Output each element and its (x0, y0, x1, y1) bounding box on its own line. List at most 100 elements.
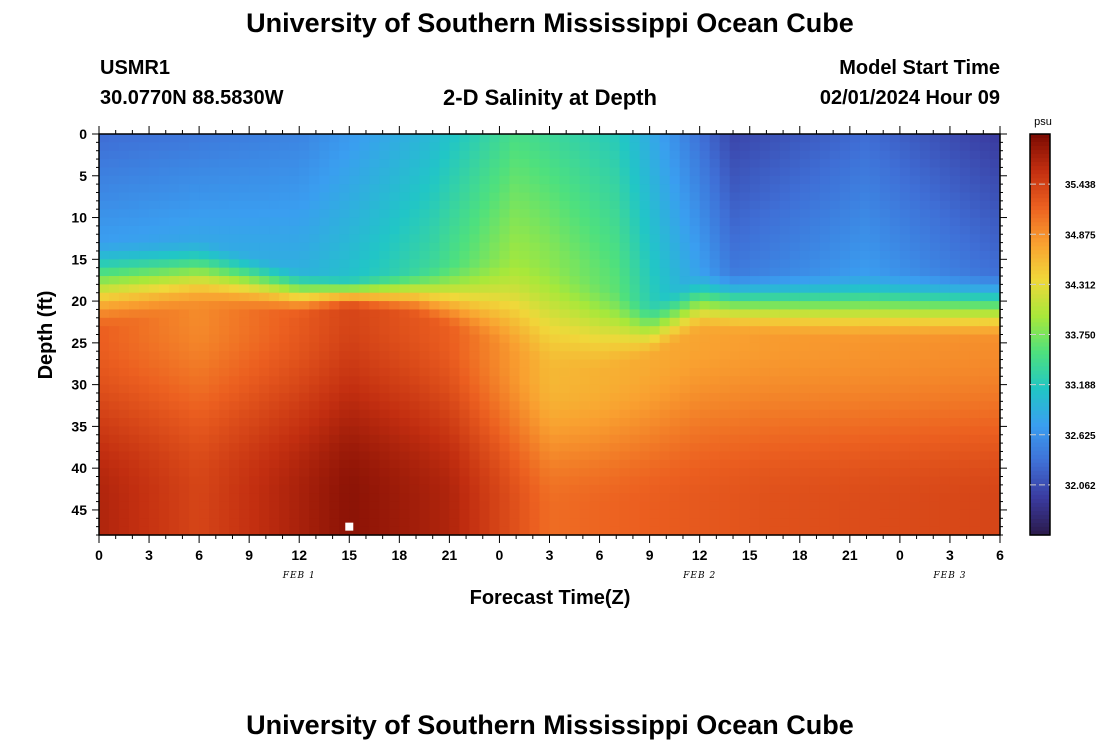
heatmap-cell (339, 250, 350, 260)
heatmap-cell (699, 309, 711, 319)
heatmap-cell (219, 301, 230, 311)
heatmap-cell (309, 501, 320, 511)
heatmap-cell (679, 276, 691, 285)
heatmap-cell (669, 134, 681, 143)
heatmap-cell (529, 309, 541, 319)
heatmap-cell (799, 159, 811, 169)
heatmap-cell (319, 518, 330, 528)
heatmap-cell (939, 401, 951, 411)
heatmap-cell (689, 142, 701, 152)
heatmap-cell (489, 526, 501, 536)
heatmap-cell (979, 167, 991, 177)
heatmap-cell (119, 159, 130, 169)
heatmap-cell (769, 267, 781, 277)
heatmap-cell (279, 476, 290, 486)
heatmap-cell (939, 392, 951, 402)
heatmap-cell (539, 259, 551, 269)
heatmap-cell (569, 184, 581, 194)
heatmap-cell (439, 426, 450, 436)
heatmap-cell (649, 134, 661, 143)
heatmap-cell (629, 409, 641, 419)
heatmap-cell (749, 217, 761, 227)
heatmap-cell (689, 326, 701, 336)
heatmap-cell (809, 509, 821, 519)
heatmap-cell (509, 309, 521, 319)
heatmap-cell (289, 351, 300, 361)
heatmap-cell (149, 409, 160, 419)
heatmap-cell (579, 426, 591, 436)
heatmap-cell (399, 451, 410, 461)
heatmap-cell (639, 301, 651, 311)
heatmap-cell (629, 526, 641, 536)
heatmap-cell (509, 317, 521, 327)
heatmap-cell (889, 351, 901, 361)
heatmap-cell (129, 476, 140, 486)
heatmap-cell (549, 493, 561, 503)
heatmap-cell (609, 434, 621, 444)
heatmap-cell (129, 434, 140, 444)
heatmap-cell (819, 134, 831, 143)
heatmap-cell (309, 142, 320, 152)
heatmap-cell (539, 326, 551, 336)
heatmap-cell (489, 317, 501, 327)
heatmap-cell (579, 501, 591, 511)
heatmap-cell (419, 192, 430, 202)
heatmap-cell (339, 418, 350, 427)
heatmap-cell (979, 217, 991, 227)
heatmap-cell (159, 192, 170, 202)
heatmap-cell (459, 142, 471, 152)
heatmap-cell (809, 334, 821, 344)
heatmap-cell (499, 443, 511, 453)
heatmap-cell (629, 234, 641, 244)
heatmap-cell (119, 476, 130, 486)
heatmap-cell (859, 217, 871, 227)
heatmap-cell (339, 259, 350, 269)
heatmap-cell (899, 292, 911, 302)
heatmap-cell (199, 167, 210, 177)
heatmap-cell (609, 259, 621, 269)
heatmap-cell (319, 484, 330, 494)
heatmap-cell (159, 501, 170, 511)
heatmap-cell (349, 501, 360, 511)
heatmap-cell (179, 209, 190, 219)
heatmap-cell (739, 334, 751, 344)
heatmap-cell (529, 459, 541, 469)
heatmap-cell (129, 459, 140, 469)
colorbar-segment (1030, 478, 1050, 484)
heatmap-cell (879, 234, 891, 244)
heatmap-cell (949, 493, 961, 503)
heatmap-cell (969, 367, 981, 377)
heatmap-cell (149, 225, 160, 235)
heatmap-cell (369, 376, 380, 386)
heatmap-cell (449, 443, 460, 453)
heatmap-cell (299, 476, 310, 486)
heatmap-cell (659, 484, 671, 494)
heatmap-cell (489, 409, 501, 419)
heatmap-cell (739, 367, 751, 377)
heatmap-cell (129, 443, 140, 453)
heatmap-cell (389, 351, 400, 361)
heatmap-cell (839, 468, 851, 478)
heatmap-cell (389, 150, 400, 160)
heatmap-cell (309, 392, 320, 402)
heatmap-cell (849, 401, 861, 411)
heatmap-cell (429, 259, 440, 269)
heatmap-cell (429, 209, 440, 219)
heatmap-cell (639, 518, 651, 528)
colorbar-segment (1030, 286, 1050, 291)
heatmap-cell (569, 443, 581, 453)
heatmap-cell (439, 509, 450, 519)
heatmap-cell (889, 418, 901, 427)
heatmap-cell (369, 501, 380, 511)
heatmap-cell (349, 401, 360, 411)
heatmap-cell (379, 459, 390, 469)
heatmap-cell (839, 392, 851, 402)
heatmap-cell (829, 284, 841, 294)
heatmap-cell (699, 234, 711, 244)
heatmap-cell (459, 184, 471, 194)
heatmap-cell (109, 468, 120, 478)
heatmap-cell (789, 468, 801, 478)
heatmap-cell (419, 401, 430, 411)
heatmap-cell (769, 192, 781, 202)
heatmap-cell (169, 250, 180, 260)
